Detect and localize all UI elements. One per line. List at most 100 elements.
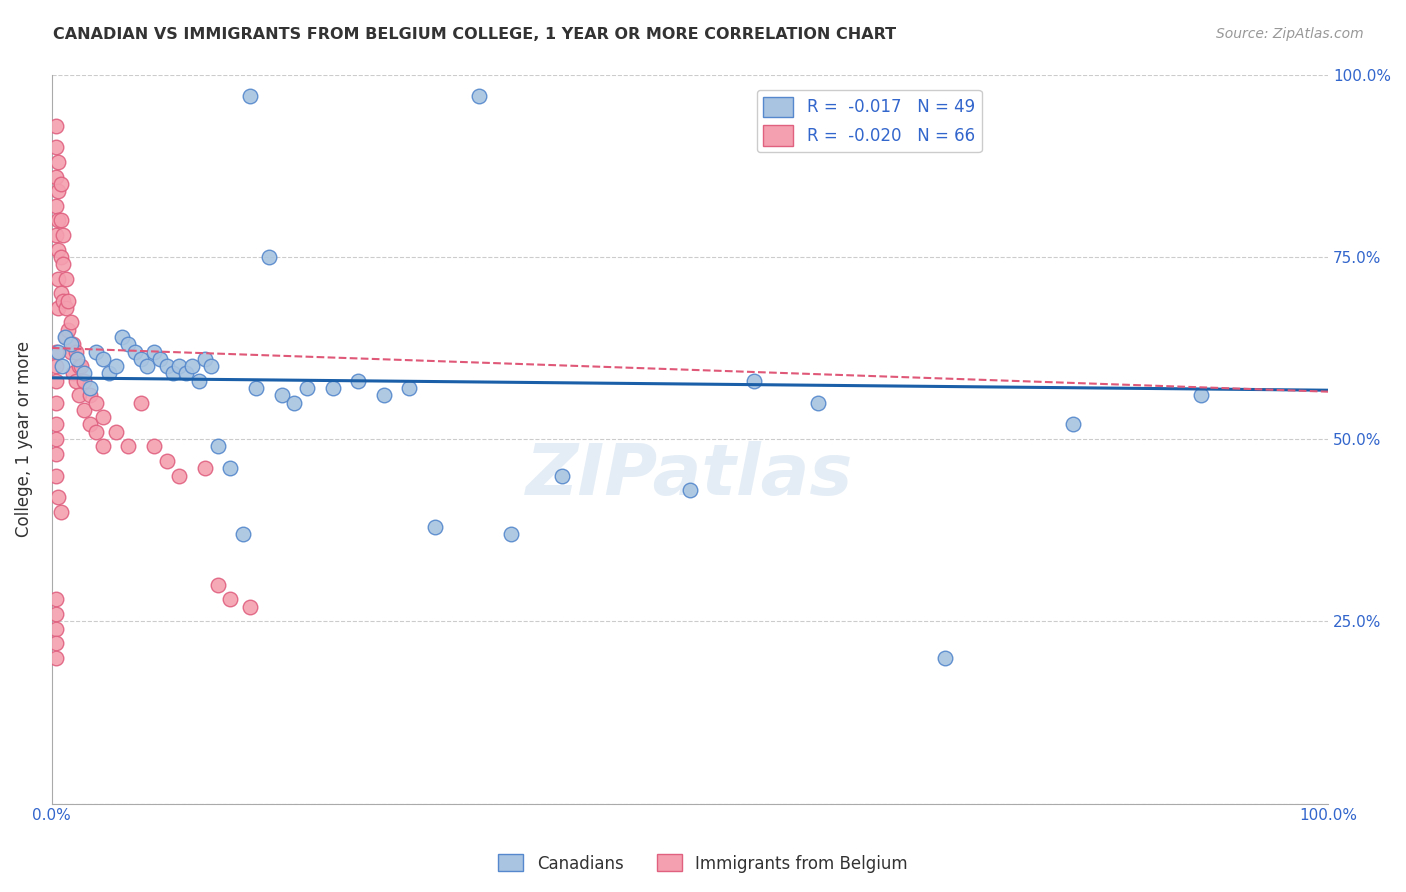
Point: [49, 286, 72, 301]
Point: [66, 351, 89, 366]
Point: [70, 359, 93, 373]
Point: [79, 417, 101, 432]
Legend: R =  -0.017   N = 49, R =  -0.020   N = 66: R = -0.017 N = 49, R = -0.020 N = 66: [756, 90, 981, 153]
Point: [169, 468, 191, 483]
Point: [219, 592, 242, 607]
Point: [86, 395, 108, 409]
Point: [59, 344, 82, 359]
Point: [65, 374, 87, 388]
Point: [124, 344, 146, 359]
Point: [73, 367, 96, 381]
Point: [207, 439, 229, 453]
Point: [73, 403, 96, 417]
Point: [149, 351, 172, 366]
Point: [86, 425, 108, 439]
Point: [136, 359, 159, 373]
Point: [58, 293, 80, 308]
Point: [53, 330, 76, 344]
Point: [295, 381, 318, 395]
Point: [46, 271, 69, 285]
Point: [58, 323, 80, 337]
Text: ZIPatlas: ZIPatlas: [526, 441, 853, 510]
Point: [187, 374, 209, 388]
Point: [45, 650, 67, 665]
Point: [551, 468, 574, 483]
Point: [742, 374, 765, 388]
Point: [49, 177, 72, 191]
Point: [423, 519, 446, 533]
Point: [49, 213, 72, 227]
Point: [45, 468, 67, 483]
Point: [62, 367, 84, 381]
Point: [1189, 388, 1212, 402]
Point: [52, 227, 75, 242]
Point: [181, 359, 204, 373]
Point: [46, 301, 69, 315]
Point: [270, 388, 292, 402]
Point: [45, 607, 67, 621]
Text: CANADIAN VS IMMIGRANTS FROM BELGIUM COLLEGE, 1 YEAR OR MORE CORRELATION CHART: CANADIAN VS IMMIGRANTS FROM BELGIUM COLL…: [53, 27, 897, 42]
Point: [174, 367, 197, 381]
Point: [156, 359, 179, 373]
Point: [283, 395, 305, 409]
Point: [117, 439, 139, 453]
Point: [55, 271, 77, 285]
Point: [45, 636, 67, 650]
Point: [239, 599, 262, 614]
Point: [934, 650, 956, 665]
Point: [45, 622, 67, 636]
Point: [200, 359, 222, 373]
Point: [232, 526, 254, 541]
Text: Source: ZipAtlas.com: Source: ZipAtlas.com: [1216, 27, 1364, 41]
Point: [46, 155, 69, 169]
Point: [98, 367, 121, 381]
Point: [45, 119, 67, 133]
Point: [169, 359, 191, 373]
Point: [51, 359, 73, 373]
Point: [91, 410, 114, 425]
Point: [59, 315, 82, 329]
Point: [45, 359, 67, 373]
Point: [67, 388, 90, 402]
Point: [398, 381, 420, 395]
Point: [111, 330, 134, 344]
Point: [45, 432, 67, 446]
Point: [104, 359, 127, 373]
Point: [129, 351, 152, 366]
Point: [806, 395, 828, 409]
Point: [46, 184, 69, 198]
Point: [1062, 417, 1084, 432]
Point: [79, 381, 101, 395]
Point: [45, 169, 67, 184]
Point: [347, 374, 370, 388]
Point: [194, 351, 217, 366]
Point: [46, 344, 69, 359]
Point: [46, 213, 69, 227]
Point: [73, 374, 96, 388]
Point: [86, 344, 108, 359]
Point: [104, 425, 127, 439]
Point: [52, 257, 75, 271]
Point: [65, 344, 87, 359]
Point: [49, 250, 72, 264]
Point: [62, 337, 84, 351]
Point: [91, 351, 114, 366]
Point: [45, 199, 67, 213]
Point: [45, 140, 67, 154]
Point: [52, 293, 75, 308]
Point: [79, 388, 101, 402]
Point: [142, 439, 165, 453]
Point: [322, 381, 344, 395]
Legend: Canadians, Immigrants from Belgium: Canadians, Immigrants from Belgium: [492, 847, 914, 880]
Point: [468, 89, 491, 103]
Point: [162, 367, 184, 381]
Point: [49, 505, 72, 519]
Point: [129, 395, 152, 409]
Point: [46, 491, 69, 505]
Point: [679, 483, 702, 497]
Y-axis label: College, 1 year or more: College, 1 year or more: [15, 341, 32, 537]
Point: [156, 454, 179, 468]
Point: [245, 381, 267, 395]
Point: [45, 344, 67, 359]
Point: [194, 461, 217, 475]
